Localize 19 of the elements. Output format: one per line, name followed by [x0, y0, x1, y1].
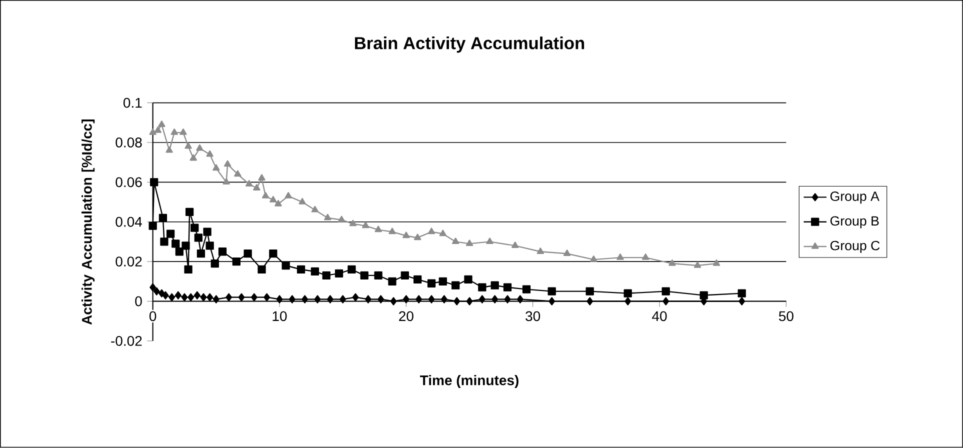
x-tick-label: 0 [149, 311, 156, 322]
y-tick-label: 0.04 [116, 217, 142, 227]
legend-label: Group B [830, 216, 879, 228]
y-tick-label: 0.02 [116, 256, 142, 267]
y-tick-label: 0.1 [123, 98, 142, 108]
x-tick-label: 20 [399, 311, 414, 322]
x-tick-label: 10 [272, 311, 287, 322]
y-tick-label: 0.06 [116, 177, 142, 188]
legend-label: Group A [830, 192, 880, 204]
y-tick-label: 0 [135, 296, 142, 306]
legend-label: Group C [830, 241, 880, 254]
x-tick-label: 50 [778, 311, 794, 322]
x-tick-label: 30 [526, 311, 540, 322]
y-axis-title: Activity Accumulation [%Id/cc] [82, 120, 95, 325]
x-axis-title: Time (minutes) [420, 375, 518, 388]
chart-title: Brain Activity Accumulation [355, 36, 584, 53]
y-tick-label: 0.08 [116, 138, 142, 148]
x-tick-label: 40 [652, 311, 667, 322]
y-tick-label: -0.02 [111, 336, 142, 346]
